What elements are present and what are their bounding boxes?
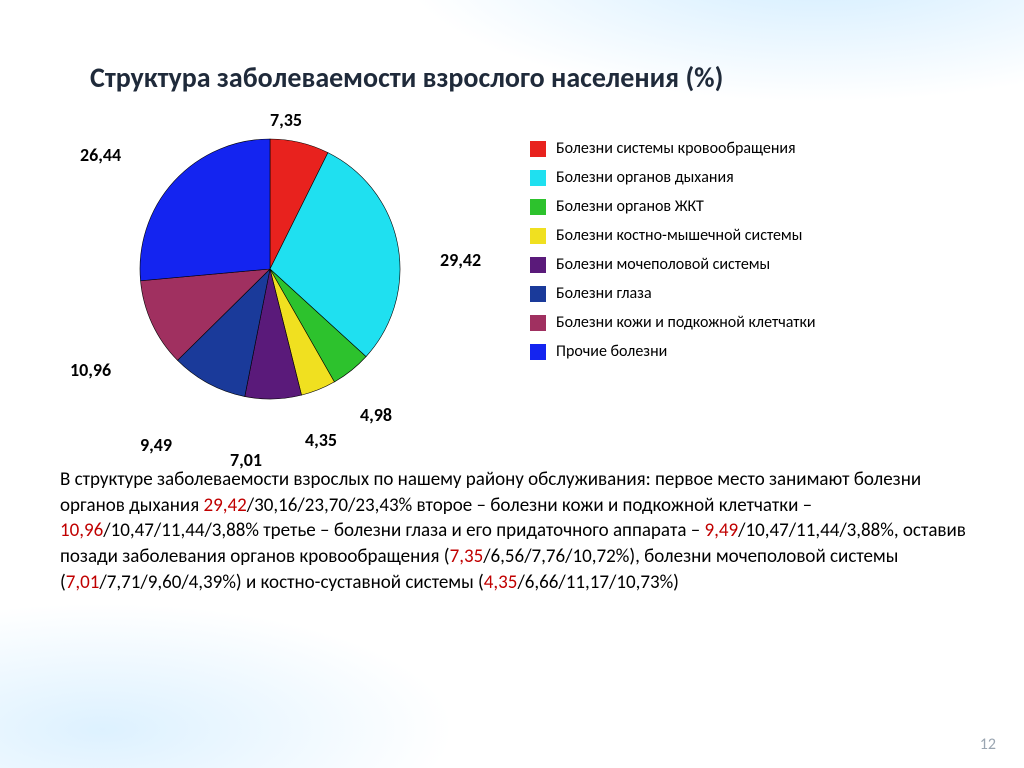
pie-data-label: 4,35 <box>305 429 337 451</box>
legend-swatch <box>530 170 546 186</box>
legend-item: Болезни глаза <box>530 284 816 303</box>
legend-swatch <box>530 344 546 360</box>
legend-item: Болезни кожи и подкожной клетчатки <box>530 313 816 332</box>
highlighted-value: 7,01 <box>66 571 100 594</box>
legend-label: Болезни мочеполовой системы <box>556 255 770 274</box>
legend-label: Прочие болезни <box>556 342 667 361</box>
legend: Болезни системы кровообращения Болезни ор… <box>530 139 816 371</box>
pie-slice <box>140 139 270 281</box>
page-title: Структура заболеваемости взрослого насел… <box>90 60 974 95</box>
legend-label: Болезни органов дыхания <box>556 168 734 187</box>
legend-label: Болезни системы кровообращения <box>556 139 796 158</box>
highlighted-value: 7,35 <box>450 545 484 568</box>
text-segment: /7,71/9,60/4,39%) и костно-суставной сис… <box>99 571 483 594</box>
legend-swatch <box>530 199 546 215</box>
highlighted-value: 4,35 <box>484 571 518 594</box>
legend-label: Болезни органов ЖКТ <box>556 197 704 216</box>
pie-svg <box>130 129 410 409</box>
legend-label: Болезни глаза <box>556 284 652 303</box>
pie-data-label: 4,98 <box>360 404 392 426</box>
description-paragraph: В структуре заболеваемости взрослых по н… <box>60 467 974 595</box>
legend-swatch <box>530 257 546 273</box>
legend-item: Болезни органов ЖКТ <box>530 197 816 216</box>
legend-item: Болезни органов дыхания <box>530 168 816 187</box>
pie-data-label: 29,42 <box>440 249 481 271</box>
pie-data-label: 7,35 <box>270 109 302 131</box>
legend-item: Болезни системы кровообращения <box>530 139 816 158</box>
legend-swatch <box>530 286 546 302</box>
pie-data-label: 10,96 <box>70 359 111 381</box>
pie-data-label: 26,44 <box>80 144 121 166</box>
legend-item: Болезни мочеполовой системы <box>530 255 816 274</box>
text-segment: /30,16/23,70/23,43% второе – болезни кож… <box>247 494 812 517</box>
legend-swatch <box>530 228 546 244</box>
pie-data-label: 7,01 <box>230 449 262 471</box>
pie-data-label: 9,49 <box>140 434 172 456</box>
legend-label: Болезни кожи и подкожной клетчатки <box>556 313 816 332</box>
text-segment: /6,66/11,17/10,73%) <box>517 571 679 594</box>
highlighted-value: 9,49 <box>704 519 738 542</box>
highlighted-value: 10,96 <box>60 519 103 542</box>
pie-chart: 7,3529,424,984,357,019,4910,9626,44 <box>60 109 500 449</box>
legend-item: Прочие болезни <box>530 342 816 361</box>
content-row: 7,3529,424,984,357,019,4910,9626,44 Боле… <box>60 109 974 449</box>
legend-swatch <box>530 141 546 157</box>
legend-swatch <box>530 315 546 331</box>
text-segment: /10,47/11,44/3,88% третье – болезни глаз… <box>103 519 704 542</box>
legend-item: Болезни костно-мышечной системы <box>530 226 816 245</box>
page-number: 12 <box>980 735 996 754</box>
highlighted-value: 29,42 <box>204 494 247 517</box>
legend-label: Болезни костно-мышечной системы <box>556 226 802 245</box>
